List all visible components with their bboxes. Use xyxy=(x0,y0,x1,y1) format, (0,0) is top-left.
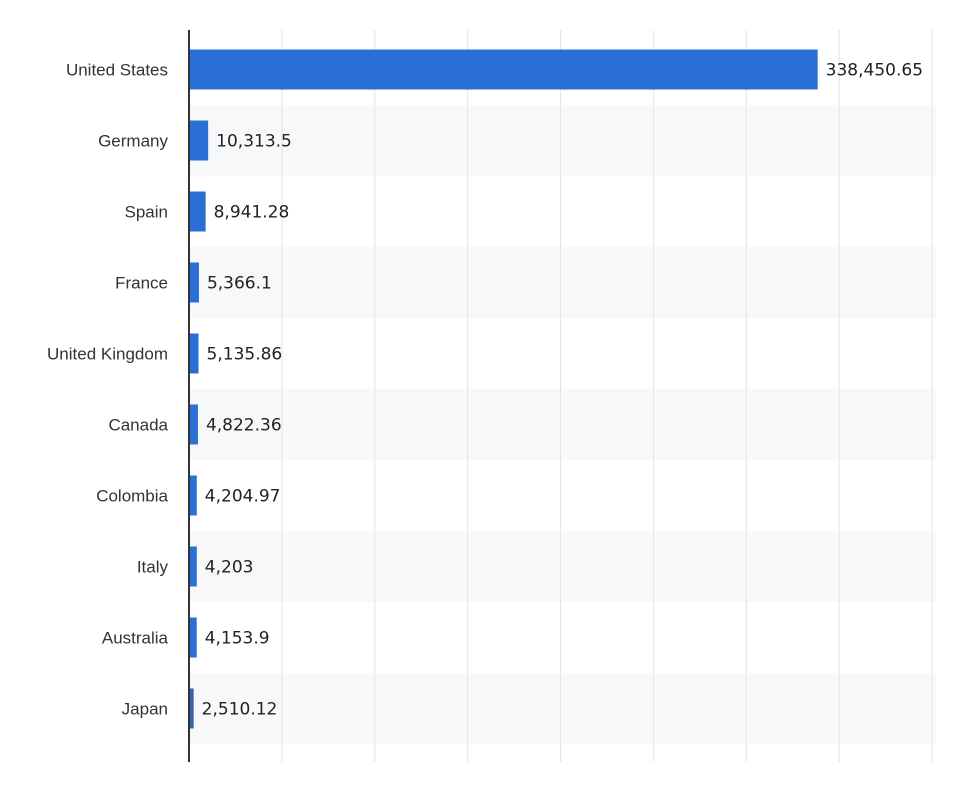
value-label: 8,941.28 xyxy=(214,203,290,223)
category-label: Italy xyxy=(137,558,169,577)
bar-colombia xyxy=(189,475,197,516)
gridlines xyxy=(281,30,933,762)
category-label: France xyxy=(115,274,168,293)
category-label: United Kingdom xyxy=(47,345,168,364)
category-labels: United States Germany Spain France United Ki… xyxy=(47,61,169,719)
value-label: 338,450.65 xyxy=(826,61,923,81)
bars xyxy=(189,49,818,729)
bar-italy xyxy=(189,546,197,587)
row-band xyxy=(189,673,936,744)
bar-spain xyxy=(189,191,206,232)
value-label: 5,135.86 xyxy=(207,345,283,365)
value-label: 4,203 xyxy=(205,558,254,578)
bar-germany xyxy=(189,120,209,161)
value-label: 4,153.9 xyxy=(205,629,270,649)
category-label: Spain xyxy=(125,203,168,222)
value-labels: 338,450.65 10,313.5 8,941.28 5,366.1 5,135.8… xyxy=(202,61,923,720)
value-label: 5,366.1 xyxy=(207,274,272,294)
row-band xyxy=(189,389,936,460)
category-label: Japan xyxy=(122,700,168,719)
value-label: 4,204.97 xyxy=(205,487,281,507)
category-label: Colombia xyxy=(96,487,168,506)
bar-united-kingdom xyxy=(189,333,199,374)
value-label: 4,822.36 xyxy=(206,416,282,436)
row-band xyxy=(189,105,936,176)
bar-france xyxy=(189,262,199,303)
bar-canada xyxy=(189,404,198,445)
category-label: Germany xyxy=(98,132,168,151)
value-label: 10,313.5 xyxy=(216,132,292,152)
category-label: Canada xyxy=(108,416,168,435)
bar-japan xyxy=(189,688,194,729)
category-label: United States xyxy=(66,61,168,80)
value-label: 2,510.12 xyxy=(202,700,278,720)
category-label: Australia xyxy=(102,629,169,648)
row-band xyxy=(189,247,936,318)
row-bands xyxy=(189,105,936,744)
row-band xyxy=(189,531,936,602)
bar-united-states xyxy=(189,49,818,90)
bar-australia xyxy=(189,617,197,658)
